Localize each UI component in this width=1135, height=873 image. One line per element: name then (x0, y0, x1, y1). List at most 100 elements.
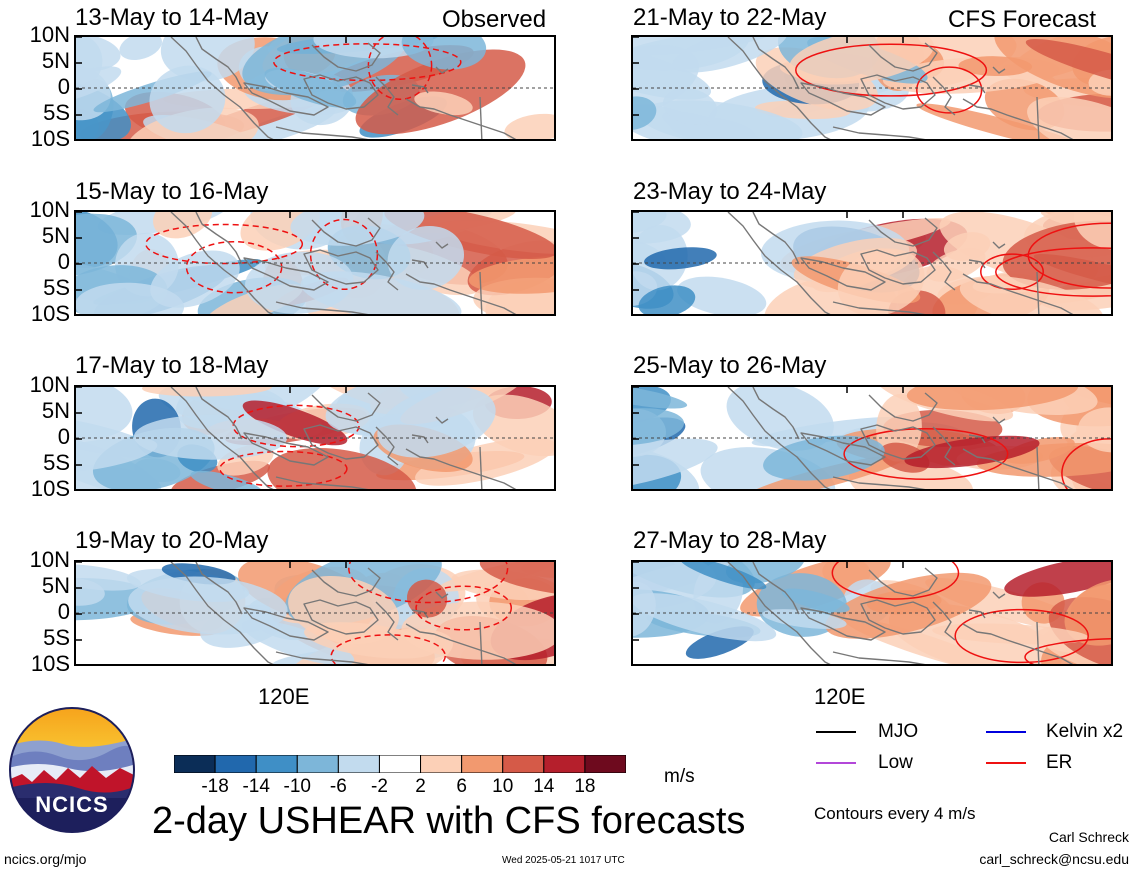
coastline (962, 273, 1074, 314)
shading-negative (76, 437, 158, 473)
coastline (800, 257, 886, 291)
shading-positive (916, 103, 1090, 139)
lat-label: 5N (41, 48, 70, 73)
er-line (986, 762, 1026, 764)
shading-positive (1088, 69, 1111, 96)
shading-positive (906, 387, 1079, 411)
colorbar-swatch (378, 754, 422, 774)
coastline (311, 567, 381, 597)
lat-label: 0 (57, 249, 70, 274)
er-contour (1027, 222, 1111, 289)
coastline (860, 424, 936, 460)
shading-positive (789, 37, 934, 85)
logo-text: NCICS (35, 792, 109, 817)
shading-positive (415, 437, 554, 486)
shading-positive (242, 400, 348, 446)
author: Carl Schreck (1048, 829, 1129, 845)
shading-negative (633, 387, 688, 409)
lat-label: 5S (43, 275, 70, 300)
er-contour (309, 218, 379, 291)
colorbar-label: 2 (415, 776, 426, 797)
colorbar-swatches (173, 754, 627, 774)
coastline (1036, 621, 1040, 664)
lat-label: 5S (43, 450, 70, 475)
lat-label: 10S (30, 651, 70, 676)
colorbar-swatch (584, 754, 627, 774)
lat-label: 5N (41, 573, 70, 598)
shading-negative (644, 247, 717, 270)
coastline (170, 37, 274, 139)
colorbar-label: 10 (492, 776, 514, 797)
shading-positive (504, 113, 554, 139)
shading-negative (76, 578, 105, 606)
er-contour (795, 43, 988, 97)
shading-positive (468, 255, 554, 294)
coastline (375, 601, 399, 641)
shading-negative (677, 276, 767, 314)
coastline (868, 42, 938, 72)
er-contour (995, 247, 1111, 297)
colorbar-label: -2 (371, 776, 388, 797)
coastline (243, 82, 329, 116)
coastline (832, 301, 926, 314)
colorbar-swatch (420, 754, 463, 774)
coastline (195, 212, 243, 265)
shading-positive (1033, 253, 1111, 296)
coastline (1036, 446, 1040, 489)
coastline (860, 599, 936, 635)
shading-positive (1064, 578, 1111, 646)
coastline (992, 66, 1006, 74)
coastline (405, 98, 517, 139)
coastline (968, 434, 986, 444)
coastline (992, 591, 1006, 599)
colorbar-swatch (255, 754, 298, 774)
lat-label: 5S (43, 100, 70, 125)
ncics-logo: NCICS (8, 706, 136, 834)
observed-label: Observed (442, 6, 547, 33)
kelvin-line (986, 731, 1026, 733)
shading-positive (479, 562, 554, 597)
map-canvas (76, 212, 554, 314)
lat-label: 5N (41, 223, 70, 248)
coastline (832, 476, 926, 489)
shading-positive (355, 49, 526, 135)
shading-negative (133, 414, 288, 460)
shading-positive (943, 232, 991, 261)
coastline (170, 562, 274, 664)
shading-negative (763, 435, 885, 481)
map-canvas (633, 37, 1111, 139)
coastline (479, 446, 483, 489)
mjo-line (816, 731, 856, 733)
lat-label: 10S (30, 301, 70, 326)
colorbar-label: -14 (242, 776, 270, 797)
coastline (195, 562, 243, 615)
lat-label: 0 (57, 424, 70, 449)
coastline (800, 82, 886, 116)
observed-map-panel-3 (74, 385, 556, 491)
x-tick-label-right: 120E (814, 684, 866, 709)
legend: MJO Kelvin x2 Low ER (814, 720, 1134, 780)
forecast-map-panel-4 (631, 560, 1113, 666)
shading-negative (76, 564, 142, 591)
contour-note: Contours every 4 m/s (814, 804, 976, 823)
coastline (932, 426, 956, 466)
coastline (275, 651, 369, 664)
coastline (375, 251, 399, 291)
source-link[interactable]: ncics.org/mjo (4, 851, 87, 867)
coastline (752, 387, 800, 440)
shading-positive (267, 447, 417, 489)
coastline (727, 387, 831, 489)
lat-label: 10N (29, 22, 70, 47)
lat-label: 10N (29, 547, 70, 572)
er-contour (348, 562, 509, 604)
map-canvas (633, 387, 1111, 489)
coastline (405, 448, 517, 489)
map-canvas (633, 562, 1111, 664)
coastline (170, 387, 274, 489)
observed-map-panel-1 (74, 35, 556, 141)
map-canvas (76, 37, 554, 139)
coastline (727, 212, 831, 314)
legend-kelvin: Kelvin x2 (1046, 721, 1124, 742)
coastline (968, 259, 986, 269)
colorbar-swatch (543, 754, 586, 774)
